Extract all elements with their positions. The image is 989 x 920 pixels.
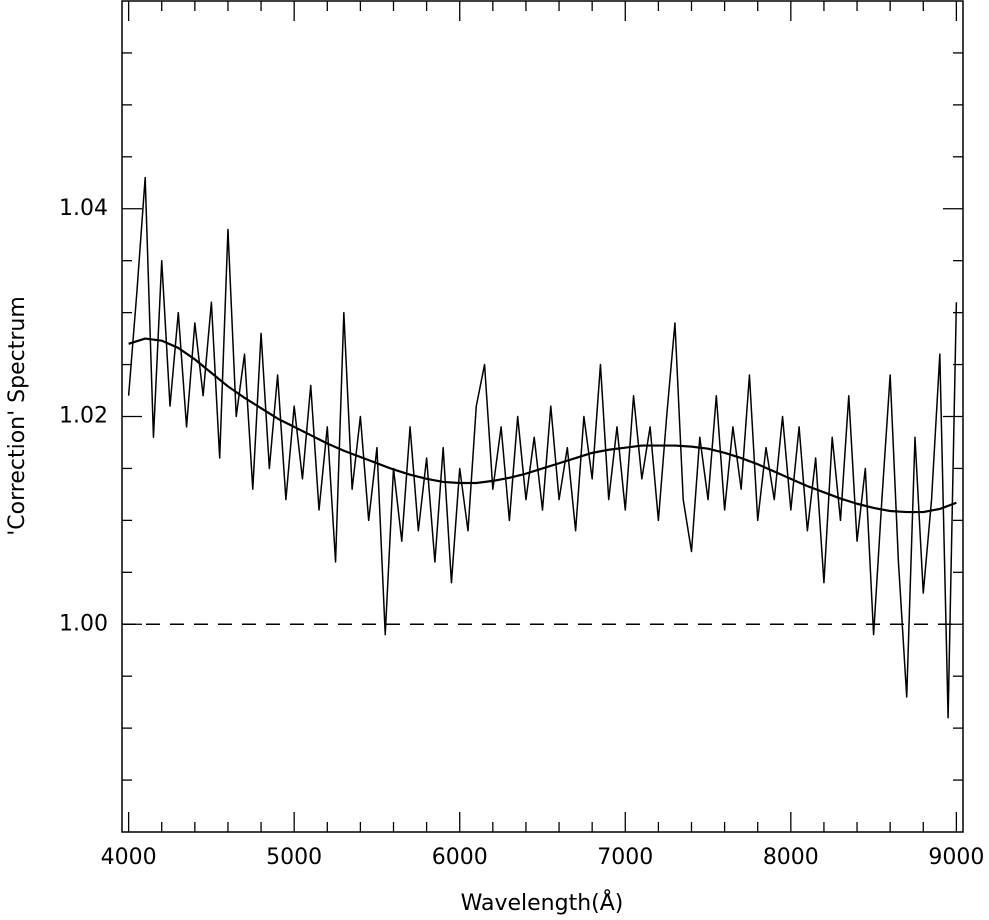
y-tick-label: 1.02 [59,404,108,429]
x-axis-label: Wavelength(Å) [461,889,624,916]
x-tick-label: 7000 [597,845,653,870]
y-axis-label: 'Correction' Spectrum [5,296,30,536]
x-tick-label: 4000 [101,845,157,870]
data-line [128,337,957,514]
x-tick-label: 9000 [928,845,984,870]
data-line [127,176,958,719]
x-tick-label: 8000 [763,845,819,870]
x-tick-label: 5000 [266,845,322,870]
y-tick-label: 1.00 [59,611,108,636]
x-tick-label: 6000 [432,845,488,870]
y-tick-label: 1.04 [59,196,108,221]
